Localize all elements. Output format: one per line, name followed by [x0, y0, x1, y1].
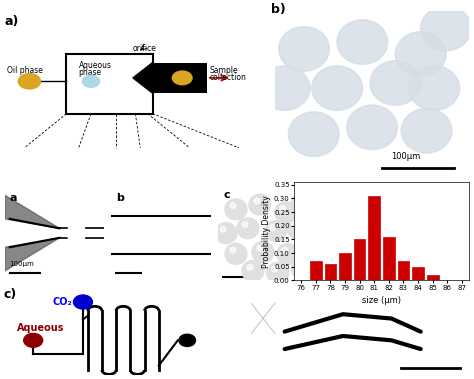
Circle shape: [272, 266, 278, 272]
Circle shape: [257, 246, 263, 251]
Circle shape: [73, 295, 92, 309]
Polygon shape: [5, 238, 60, 271]
Text: Aqueous: Aqueous: [79, 61, 112, 70]
Circle shape: [275, 202, 297, 223]
Circle shape: [287, 218, 309, 239]
Circle shape: [225, 199, 247, 220]
Circle shape: [312, 66, 362, 110]
Circle shape: [409, 66, 460, 110]
Circle shape: [225, 244, 247, 265]
Polygon shape: [5, 195, 60, 228]
Circle shape: [230, 247, 236, 253]
Circle shape: [337, 20, 388, 64]
Circle shape: [265, 221, 287, 242]
Circle shape: [18, 74, 40, 89]
Circle shape: [280, 205, 286, 211]
Circle shape: [254, 198, 260, 204]
Bar: [383, 236, 395, 280]
Text: Oil phase: Oil phase: [7, 66, 43, 75]
Text: b: b: [117, 193, 124, 203]
Circle shape: [297, 237, 319, 258]
Circle shape: [292, 193, 314, 213]
Circle shape: [289, 112, 339, 157]
Circle shape: [282, 247, 288, 253]
Circle shape: [82, 75, 100, 87]
Text: c): c): [4, 288, 17, 301]
Circle shape: [292, 222, 298, 227]
Circle shape: [297, 196, 303, 202]
Text: 100μm: 100μm: [392, 152, 421, 161]
Circle shape: [247, 265, 253, 270]
Circle shape: [259, 66, 310, 110]
Circle shape: [179, 334, 195, 346]
Circle shape: [401, 109, 452, 153]
Circle shape: [279, 27, 329, 71]
Circle shape: [230, 203, 236, 208]
Circle shape: [24, 334, 43, 347]
Text: Aqueous: Aqueous: [17, 323, 64, 333]
Bar: [339, 253, 351, 280]
Text: a: a: [9, 193, 17, 203]
Text: b): b): [271, 3, 286, 16]
Circle shape: [242, 222, 248, 227]
Text: c: c: [223, 190, 229, 200]
Bar: [412, 267, 424, 280]
Text: CO₂: CO₂: [52, 297, 72, 307]
Y-axis label: Probability Density: Probability Density: [262, 195, 271, 268]
Bar: [310, 261, 322, 280]
Polygon shape: [133, 63, 153, 93]
Bar: [398, 261, 410, 280]
Circle shape: [301, 241, 308, 246]
Bar: [354, 240, 365, 280]
Circle shape: [252, 242, 274, 262]
Text: 100μm: 100μm: [9, 261, 35, 267]
Circle shape: [292, 258, 314, 280]
Text: collection: collection: [210, 73, 246, 82]
Bar: [427, 275, 438, 280]
X-axis label: size (μm): size (μm): [362, 296, 401, 305]
Bar: [325, 264, 336, 280]
Circle shape: [370, 61, 421, 105]
Circle shape: [173, 71, 192, 85]
FancyBboxPatch shape: [153, 63, 207, 93]
Text: phase: phase: [79, 67, 102, 77]
Ellipse shape: [121, 222, 141, 248]
Circle shape: [267, 262, 289, 283]
Text: a): a): [5, 15, 19, 28]
FancyBboxPatch shape: [66, 54, 153, 114]
Bar: [368, 196, 380, 280]
Ellipse shape: [179, 222, 199, 248]
Circle shape: [395, 32, 446, 76]
Circle shape: [215, 223, 237, 244]
Text: Sample: Sample: [210, 66, 238, 75]
Text: orifice: orifice: [133, 44, 157, 53]
Circle shape: [421, 6, 471, 51]
Circle shape: [220, 226, 226, 232]
Circle shape: [237, 218, 259, 239]
Circle shape: [249, 194, 271, 215]
Circle shape: [242, 261, 264, 281]
Circle shape: [277, 244, 299, 265]
Circle shape: [347, 105, 397, 150]
Ellipse shape: [151, 222, 171, 248]
Ellipse shape: [67, 223, 85, 244]
Circle shape: [270, 224, 276, 230]
Circle shape: [297, 262, 303, 268]
